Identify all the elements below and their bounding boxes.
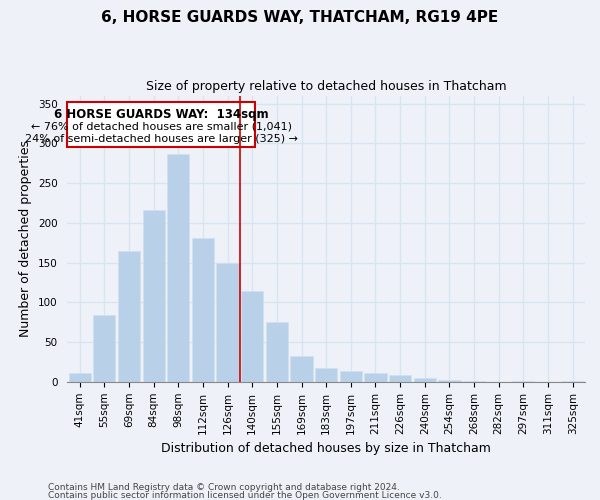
Bar bbox=[290, 356, 313, 382]
Bar bbox=[241, 291, 263, 382]
Text: ← 76% of detached houses are smaller (1,041): ← 76% of detached houses are smaller (1,… bbox=[31, 121, 292, 131]
Bar bbox=[389, 376, 411, 382]
Text: 24% of semi-detached houses are larger (325) →: 24% of semi-detached houses are larger (… bbox=[25, 134, 298, 143]
Text: 6, HORSE GUARDS WAY, THATCHAM, RG19 4PE: 6, HORSE GUARDS WAY, THATCHAM, RG19 4PE bbox=[101, 10, 499, 25]
Bar bbox=[167, 154, 190, 382]
Bar bbox=[143, 210, 165, 382]
Text: Contains public sector information licensed under the Open Government Licence v3: Contains public sector information licen… bbox=[48, 490, 442, 500]
Bar bbox=[562, 381, 584, 382]
Text: 6 HORSE GUARDS WAY:  134sqm: 6 HORSE GUARDS WAY: 134sqm bbox=[54, 108, 268, 122]
Bar bbox=[463, 381, 485, 382]
Bar bbox=[217, 262, 239, 382]
FancyBboxPatch shape bbox=[67, 102, 254, 147]
Bar bbox=[512, 381, 535, 382]
X-axis label: Distribution of detached houses by size in Thatcham: Distribution of detached houses by size … bbox=[161, 442, 491, 455]
Bar bbox=[315, 368, 337, 382]
Bar bbox=[364, 373, 386, 382]
Y-axis label: Number of detached properties: Number of detached properties bbox=[19, 140, 32, 337]
Bar bbox=[439, 380, 461, 382]
Bar bbox=[93, 315, 115, 382]
Bar bbox=[413, 378, 436, 382]
Bar bbox=[340, 372, 362, 382]
Bar bbox=[118, 252, 140, 382]
Bar bbox=[266, 322, 288, 382]
Title: Size of property relative to detached houses in Thatcham: Size of property relative to detached ho… bbox=[146, 80, 506, 93]
Bar bbox=[192, 238, 214, 382]
Text: Contains HM Land Registry data © Crown copyright and database right 2024.: Contains HM Land Registry data © Crown c… bbox=[48, 484, 400, 492]
Bar bbox=[68, 373, 91, 382]
